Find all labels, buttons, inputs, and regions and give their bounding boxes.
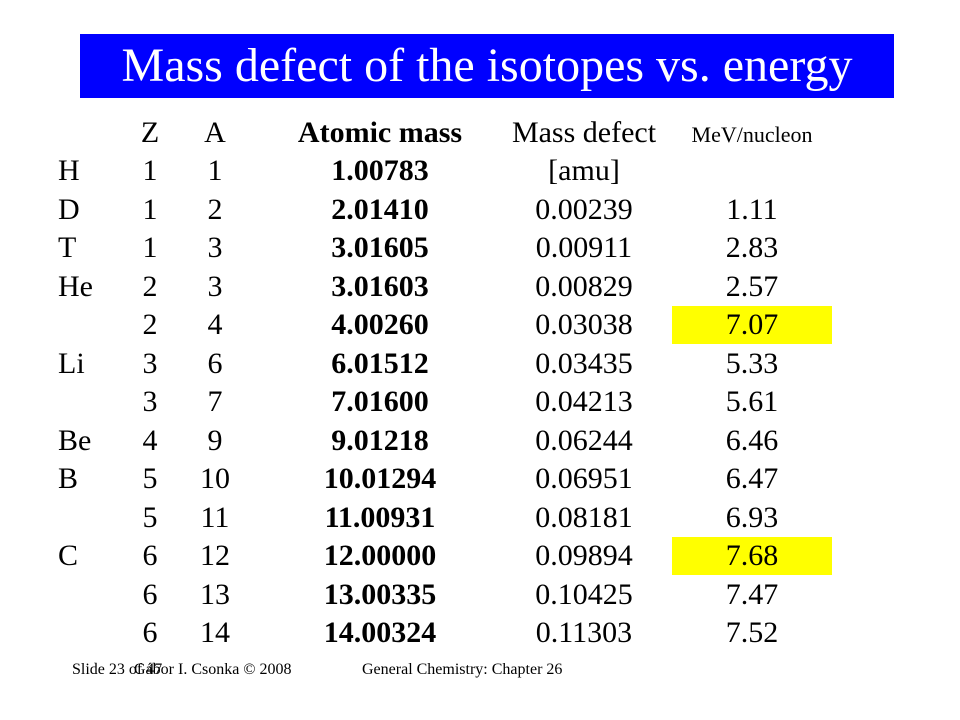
element-symbol: H: [58, 154, 80, 187]
atomic-number: 6: [142, 539, 158, 572]
binding-energy: 2.83: [725, 231, 779, 264]
atomic-number: 3: [142, 347, 158, 380]
header-mev-per-nucleon: MeV/nucleon: [691, 122, 813, 147]
footer-author: Gábor I. Csonka © 2008: [134, 661, 292, 678]
mass-number: 3: [207, 270, 223, 303]
atomic-mass: 2.01410: [331, 193, 429, 226]
header-a: A: [204, 116, 226, 149]
mass-defect: 0.08181: [535, 501, 633, 534]
atomic-mass: 13.00335: [323, 578, 437, 611]
binding-energy: 1.11: [726, 193, 778, 226]
binding-energy: 7.68: [725, 539, 779, 572]
mass-defect: 0.06244: [535, 424, 633, 457]
mass-number: 6: [207, 347, 223, 380]
mass-number: 14: [200, 616, 230, 649]
slide-title: Mass defect of the isotopes vs. energy: [121, 39, 853, 92]
atomic-mass: 6.01512: [331, 347, 429, 380]
atomic-number: 5: [142, 501, 158, 534]
title-bar: Mass defect of the isotopes vs. energy: [80, 34, 894, 98]
isotope-table: Z A Atomic mass Mass defect MeV/nucleon …: [0, 110, 960, 660]
atomic-mass: 1.00783: [331, 154, 429, 187]
atomic-mass: 3.01605: [331, 231, 429, 264]
atomic-number: 5: [142, 462, 158, 495]
mass-number: 11: [200, 501, 230, 534]
element-symbol: D: [58, 193, 80, 226]
element-symbol: Li: [58, 347, 85, 380]
footer-slide-number: Slide 23 of 47: [72, 661, 163, 678]
mass-defect: 0.03038: [535, 308, 633, 341]
atomic-mass: 10.01294: [323, 462, 437, 495]
atomic-number: 6: [142, 616, 158, 649]
mass-defect: 0.11303: [535, 616, 633, 649]
atomic-mass: 7.01600: [331, 385, 429, 418]
mass-number: 1: [207, 154, 223, 187]
mass-number: 4: [207, 308, 223, 341]
mass-number: 7: [207, 385, 223, 418]
element-symbol: He: [58, 270, 93, 303]
atomic-number: 2: [142, 270, 158, 303]
binding-energy: 6.47: [725, 462, 779, 495]
mass-defect: 0.03435: [535, 347, 633, 380]
mass-number: 3: [207, 231, 223, 264]
atomic-mass: 14.00324: [323, 616, 437, 649]
binding-energy: 2.57: [725, 270, 779, 303]
atomic-mass: 11.00931: [324, 501, 436, 534]
mass-number: 12: [200, 539, 230, 572]
element-symbol: B: [58, 462, 79, 495]
mass-defect: 0.10425: [535, 578, 633, 611]
footer-chapter: General Chemistry: Chapter 26: [362, 661, 563, 678]
highlight-cell: [672, 306, 832, 344]
mass-number: 10: [200, 462, 230, 495]
header-z: Z: [140, 116, 160, 149]
element-symbol: C: [58, 539, 79, 572]
atomic-mass: 3.01603: [331, 270, 429, 303]
binding-energy: 5.33: [725, 347, 779, 380]
atomic-number: 1: [142, 154, 158, 187]
binding-energy: 6.93: [725, 501, 779, 534]
mass-defect: 0.04213: [535, 385, 633, 418]
mass-number: 9: [207, 424, 223, 457]
atomic-mass: 12.00000: [323, 539, 437, 572]
mass-defect: 0.09894: [535, 539, 633, 572]
atomic-number: 4: [142, 424, 158, 457]
mass-defect: 0.00911: [535, 231, 633, 264]
element-symbol: T: [58, 231, 77, 264]
binding-energy: [672, 152, 832, 190]
mass-number: 13: [200, 578, 230, 611]
mass-defect: 0.00239: [535, 193, 633, 226]
element-symbol: Be: [58, 424, 92, 457]
binding-energy: 7.52: [725, 616, 779, 649]
mass-number: 2: [207, 193, 223, 226]
binding-energy: 7.07: [725, 308, 779, 341]
atomic-number: 2: [142, 308, 158, 341]
binding-energy: 7.47: [725, 578, 779, 611]
header-atomic-mass: Atomic mass: [297, 116, 463, 149]
atomic-mass: 9.01218: [331, 424, 429, 457]
binding-energy: 6.46: [725, 424, 779, 457]
atomic-number: 6: [142, 578, 158, 611]
mass-defect: [amu]: [548, 154, 620, 187]
mass-defect: 0.06951: [535, 462, 633, 495]
atomic-mass: 4.00260: [331, 308, 429, 341]
atomic-number: 3: [142, 385, 158, 418]
atomic-number: 1: [142, 231, 158, 264]
mass-defect: 0.00829: [535, 270, 633, 303]
binding-energy: 5.61: [725, 385, 779, 418]
highlight-cell: [672, 537, 832, 575]
header-mass-defect: Mass defect: [511, 116, 657, 149]
atomic-number: 1: [142, 193, 158, 226]
